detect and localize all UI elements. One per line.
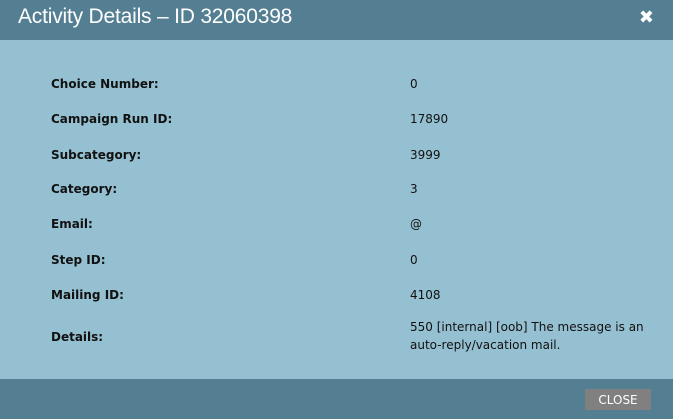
field-label: Mailing ID: (51, 288, 124, 302)
dialog-header: Activity Details – ID 32060398 ✖ (0, 0, 673, 40)
field-label: Subcategory: (51, 148, 142, 162)
field-value: 3999 (410, 148, 441, 162)
close-icon[interactable]: ✖ (638, 7, 654, 28)
field-value: 3 (410, 182, 418, 196)
field-value: @ (410, 217, 422, 231)
field-label: Step ID: (51, 253, 106, 267)
dialog-body (0, 40, 673, 379)
field-value: 17890 (410, 112, 449, 126)
field-label: Email: (51, 217, 93, 231)
dialog-title: Activity Details – ID 32060398 (18, 5, 293, 28)
field-value: 4108 (410, 288, 441, 302)
field-value: 0 (410, 77, 418, 91)
field-value: 550 [internal] [oob] The message is an a… (410, 320, 644, 352)
close-button[interactable]: CLOSE (585, 389, 651, 410)
dialog-footer (0, 379, 673, 419)
field-label: Details: (51, 330, 104, 344)
field-label: Choice Number: (51, 77, 159, 91)
field-value: 0 (410, 253, 418, 267)
field-label: Category: (51, 182, 118, 196)
field-label: Campaign Run ID: (51, 112, 173, 126)
